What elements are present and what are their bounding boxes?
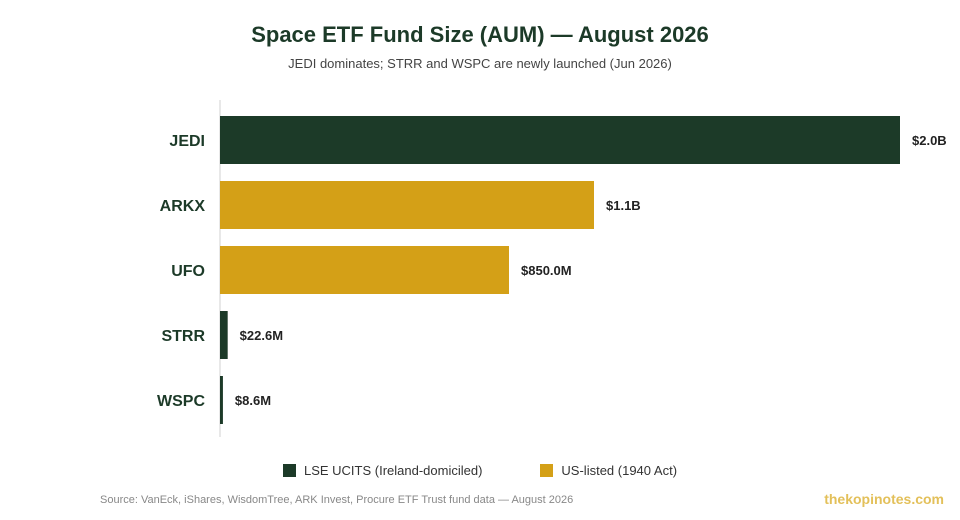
category-label-arkx: ARKX [160,198,206,215]
legend-swatch-us [540,464,554,477]
legend-item-us: US-listed (1940 Act) [540,463,677,478]
category-label-strr: STRR [161,328,205,345]
bar-strr [220,311,228,359]
legend-swatch-lse [282,464,296,477]
legend: LSE UCITS (Ireland-domiciled) US-listed … [0,463,960,478]
legend-label-lse: LSE UCITS (Ireland-domiciled) [303,463,483,478]
legend-item-lse: LSE UCITS (Ireland-domiciled) [282,463,483,478]
bar-jedi [220,116,900,164]
bar-wspc [220,376,223,424]
value-label-wspc: $8.6M [235,393,271,408]
bar-chart: JEDI $2.0B ARKX $1.1B UFO $850.0M STRR $22.6M WS… [157,100,947,437]
value-label-ufo: $850.0M [521,263,572,278]
value-label-jedi: $2.0B [912,133,947,148]
legend-label-us: US-listed (1940 Act) [561,463,678,478]
chart-title: Space ETF Fund Size (AUM) — August 2026 [251,22,709,47]
value-label-arkx: $1.1B [606,198,641,213]
category-label-jedi: JEDI [169,133,205,150]
category-label-ufo: UFO [171,263,205,280]
chart-subtitle: JEDI dominates; STRR and WSPC are newly … [288,56,672,71]
source-note: Source: VanEck, iShares, WisdomTree, ARK… [100,494,574,506]
brand-watermark: thekopinotes.com [824,491,944,507]
category-label-wspc: WSPC [157,393,205,410]
bar-ufo [220,246,509,294]
value-label-strr: $22.6M [240,328,283,343]
bar-arkx [220,181,594,229]
